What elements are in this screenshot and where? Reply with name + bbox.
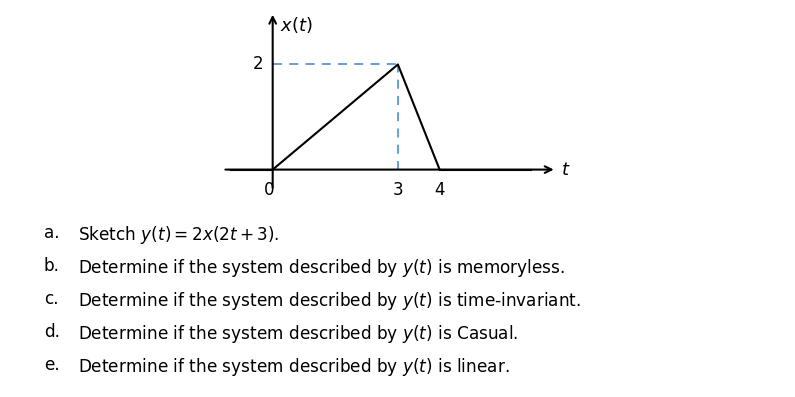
Text: Determine if the system described by $y(t)$ is Casual.: Determine if the system described by $y(… (78, 323, 518, 345)
Text: Determine if the system described by $y(t)$ is memoryless.: Determine if the system described by $y(… (78, 257, 565, 279)
Text: $t$: $t$ (560, 161, 570, 179)
Text: Determine if the system described by $y(t)$ is time-invariant.: Determine if the system described by $y(… (78, 290, 581, 312)
Text: a.: a. (44, 224, 60, 242)
Text: 2: 2 (253, 56, 263, 73)
Text: c.: c. (44, 290, 58, 308)
Text: $x(t)$: $x(t)$ (280, 15, 313, 35)
Text: e.: e. (44, 356, 60, 374)
Text: 4: 4 (434, 181, 445, 199)
Text: Determine if the system described by $y(t)$ is linear.: Determine if the system described by $y(… (78, 356, 510, 378)
Text: 0: 0 (264, 181, 274, 199)
Text: d.: d. (44, 323, 60, 341)
Text: b.: b. (44, 257, 60, 275)
Text: 3: 3 (393, 181, 403, 199)
Text: Sketch $y(t) = 2x(2t + 3)$.: Sketch $y(t) = 2x(2t + 3)$. (78, 224, 279, 246)
